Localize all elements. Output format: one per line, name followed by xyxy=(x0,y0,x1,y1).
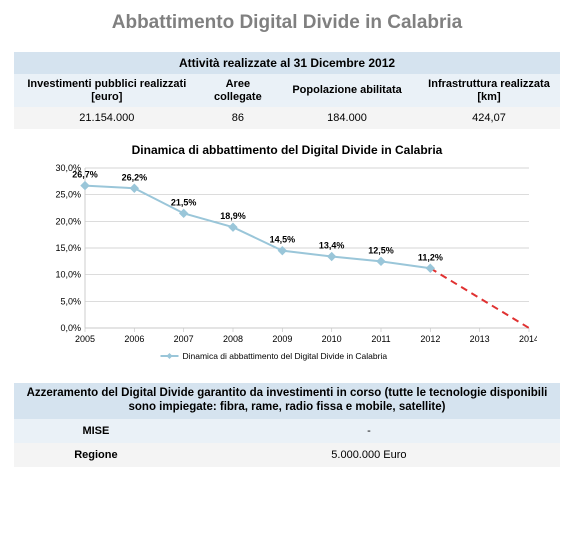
cell: 21.154.000 xyxy=(14,107,200,129)
row-value: - xyxy=(178,419,560,443)
svg-text:15,0%: 15,0% xyxy=(55,243,81,253)
col-header: Popolazione abilitata xyxy=(276,74,418,107)
row-value: 5.000.000 Euro xyxy=(178,443,560,467)
svg-text:18,9%: 18,9% xyxy=(220,211,246,221)
svg-text:2010: 2010 xyxy=(322,334,342,344)
activities-table-value-row: 21.154.000 86 184.000 424,07 xyxy=(14,107,560,129)
svg-text:2011: 2011 xyxy=(371,334,390,344)
activities-table: Attività realizzate al 31 Dicembre 2012 … xyxy=(14,52,560,129)
col-header: Aree collegate xyxy=(200,74,276,107)
svg-text:26,2%: 26,2% xyxy=(122,173,148,183)
svg-text:21,5%: 21,5% xyxy=(171,198,197,208)
svg-text:2014: 2014 xyxy=(519,334,537,344)
svg-text:2005: 2005 xyxy=(75,334,95,344)
svg-text:2012: 2012 xyxy=(420,334,440,344)
svg-text:25,0%: 25,0% xyxy=(55,190,81,200)
activities-table-header-row: Investimenti pubblici realizzati [euro] … xyxy=(14,74,560,107)
activities-table-title: Attività realizzate al 31 Dicembre 2012 xyxy=(14,52,560,74)
table-row: Regione 5.000.000 Euro xyxy=(14,443,560,467)
investments-table-title: Azzeramento del Digital Divide garantito… xyxy=(14,383,560,419)
svg-text:20,0%: 20,0% xyxy=(55,217,81,227)
svg-text:0,0%: 0,0% xyxy=(60,323,81,333)
digital-divide-chart: Dinamica di abbattimento del Digital Div… xyxy=(37,143,537,373)
svg-text:2006: 2006 xyxy=(124,334,144,344)
chart-svg: 0,0%5,0%10,0%15,0%20,0%25,0%30,0%2005200… xyxy=(37,160,537,370)
svg-text:Dinamica di abbattimento del D: Dinamica di abbattimento del Digital Div… xyxy=(183,351,388,361)
cell: 86 xyxy=(200,107,276,129)
svg-text:14,5%: 14,5% xyxy=(270,235,296,245)
row-label: MISE xyxy=(14,419,178,443)
svg-text:2009: 2009 xyxy=(272,334,292,344)
svg-text:2008: 2008 xyxy=(223,334,243,344)
svg-text:2007: 2007 xyxy=(174,334,194,344)
investments-table: Azzeramento del Digital Divide garantito… xyxy=(14,383,560,467)
svg-text:11,2%: 11,2% xyxy=(418,253,443,263)
row-label: Regione xyxy=(14,443,178,467)
col-header: Infrastruttura realizzata [km] xyxy=(418,74,560,107)
svg-text:10,0%: 10,0% xyxy=(55,270,81,280)
table-row: MISE - xyxy=(14,419,560,443)
svg-text:12,5%: 12,5% xyxy=(368,246,394,256)
chart-title: Dinamica di abbattimento del Digital Div… xyxy=(37,143,537,157)
svg-text:5,0%: 5,0% xyxy=(60,297,81,307)
col-header: Investimenti pubblici realizzati [euro] xyxy=(14,74,200,107)
svg-text:2013: 2013 xyxy=(470,334,490,344)
page-title: Abbattimento Digital Divide in Calabria xyxy=(14,12,560,34)
cell: 184.000 xyxy=(276,107,418,129)
svg-text:26,7%: 26,7% xyxy=(72,170,98,180)
cell: 424,07 xyxy=(418,107,560,129)
svg-text:13,4%: 13,4% xyxy=(319,241,345,251)
